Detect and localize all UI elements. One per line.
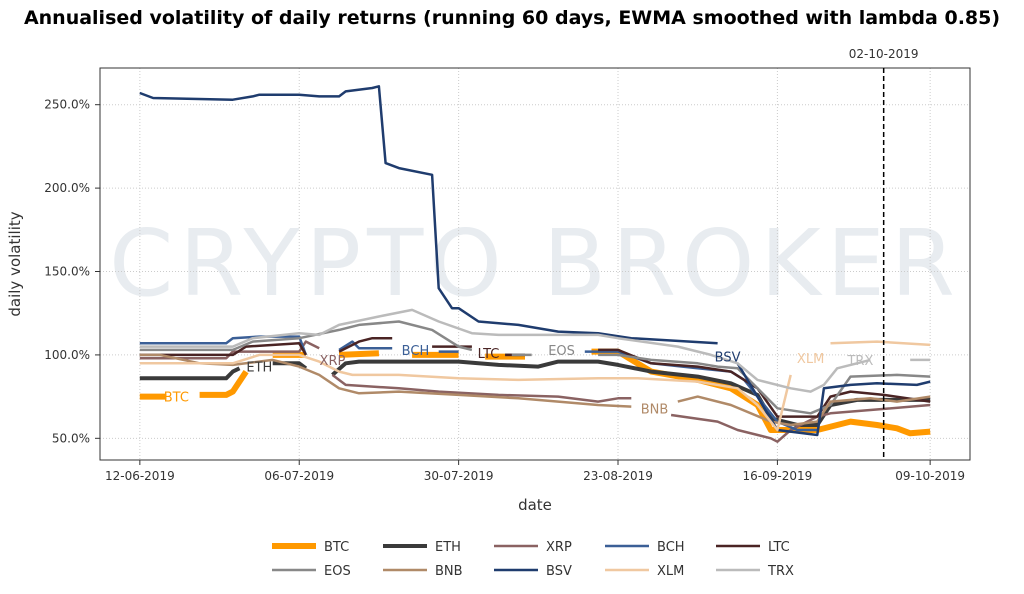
plot-frame xyxy=(99,67,971,461)
legend-label-bnb: BNB xyxy=(435,564,463,579)
series-line-bch xyxy=(139,335,308,356)
x-tick-label: 23-08-2019 xyxy=(583,469,653,483)
legend-label-btc: BTC xyxy=(324,540,349,555)
y-axis-label: daily volatility xyxy=(6,211,24,316)
series-line-eth xyxy=(139,366,241,381)
legend-label-xrp: XRP xyxy=(546,540,572,555)
series-line-btc xyxy=(199,369,249,398)
series-line-xrp xyxy=(139,340,320,360)
series-line-xlm xyxy=(830,340,931,347)
series-label-bnb: BNB xyxy=(641,402,669,417)
reference-line-label: 02-10-2019 xyxy=(849,47,919,61)
y-tick-label: 150.0% xyxy=(44,265,90,279)
series-label-btc: BTC xyxy=(164,391,189,406)
series-label-bch: BCH xyxy=(402,344,430,359)
y-tick-label: 250.0% xyxy=(44,98,90,112)
legend-label-ltc: LTC xyxy=(768,540,790,555)
legend-label-xlm: XLM xyxy=(657,564,684,579)
y-tick-label: 50.0% xyxy=(52,431,90,445)
x-tick-label: 16-09-2019 xyxy=(743,469,813,483)
series-line-eth xyxy=(331,359,931,427)
watermark: CRYPTO BROKER xyxy=(109,210,961,317)
x-tick-label: 06-07-2019 xyxy=(264,469,334,483)
series-label-bsv: BSV xyxy=(715,351,741,366)
series-line-xrp xyxy=(331,373,632,403)
legend-label-eos: EOS xyxy=(324,564,351,579)
series-line-bsv xyxy=(736,362,931,437)
y-tick-label: 200.0% xyxy=(44,181,90,195)
series-label-eos: EOS xyxy=(548,344,575,359)
legend-label-bch: BCH xyxy=(657,540,685,555)
series-label-xrp: XRP xyxy=(320,354,346,369)
series-line-eos xyxy=(139,320,473,352)
x-tick-label: 12-06-2019 xyxy=(105,469,175,483)
series-line-ltc xyxy=(139,341,307,357)
chart-title: Annualised volatility of daily returns (… xyxy=(24,7,1000,29)
x-tick-label: 30-07-2019 xyxy=(424,469,494,483)
series-line-ltc xyxy=(338,336,393,353)
series-label-ltc: LTC xyxy=(478,347,500,362)
series-label-xlm: XLM xyxy=(797,352,824,367)
series-label-eth: ETH xyxy=(246,361,272,376)
series-line-bch xyxy=(338,340,393,351)
legend: BTC ETH XRP BCH LTC EOS BNB BSV XLM TRX xyxy=(272,540,794,579)
x-tick-label: 09-10-2019 xyxy=(895,469,965,483)
y-tick-label: 100.0% xyxy=(44,348,90,362)
legend-label-trx: TRX xyxy=(767,564,794,579)
legend-label-bsv: BSV xyxy=(546,564,572,579)
legend-label-eth: ETH xyxy=(435,540,461,555)
series-label-trx: TRX xyxy=(846,354,873,369)
x-axis-label: date xyxy=(518,496,552,514)
series-line-xrp xyxy=(670,403,931,443)
series-line-btc xyxy=(338,350,380,358)
series-line-trx xyxy=(139,308,871,393)
series-line-bsv xyxy=(139,85,718,345)
series-line-xlm xyxy=(139,353,792,432)
series-line-ltc xyxy=(598,348,931,418)
series-line-eos xyxy=(598,353,931,415)
